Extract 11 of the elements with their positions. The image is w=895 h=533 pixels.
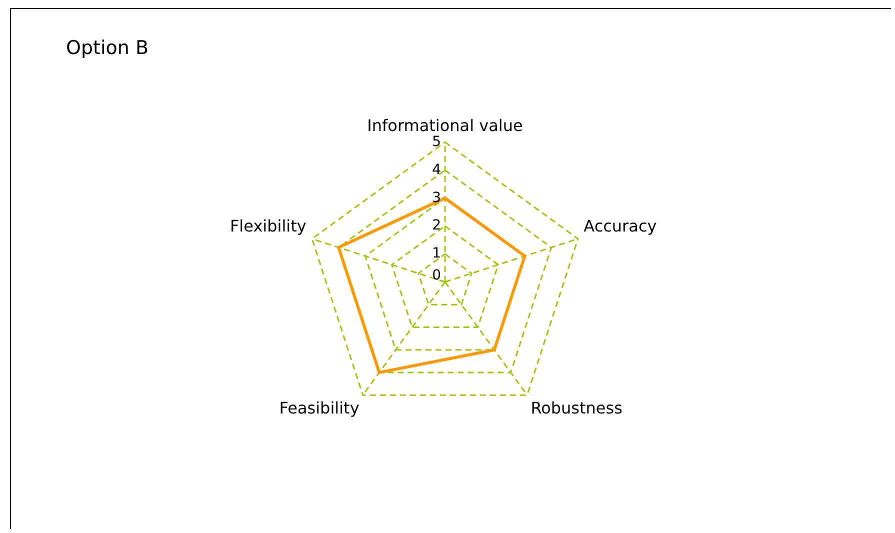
- y-tick-label: 4: [432, 162, 442, 178]
- spoke-label: Feasibility: [279, 398, 360, 418]
- spoke-label: Accuracy: [584, 216, 657, 236]
- y-tick-label: 1: [432, 246, 441, 262]
- spoke-label: Flexibility: [230, 216, 306, 236]
- spoke-label: Robustness: [530, 398, 622, 418]
- y-tick-label: 2: [432, 218, 441, 234]
- y-tick-label: 0: [432, 268, 441, 284]
- chart-title: Option B: [66, 37, 148, 59]
- spoke-label: Informational value: [367, 116, 523, 135]
- y-tick-label: 5: [432, 134, 441, 150]
